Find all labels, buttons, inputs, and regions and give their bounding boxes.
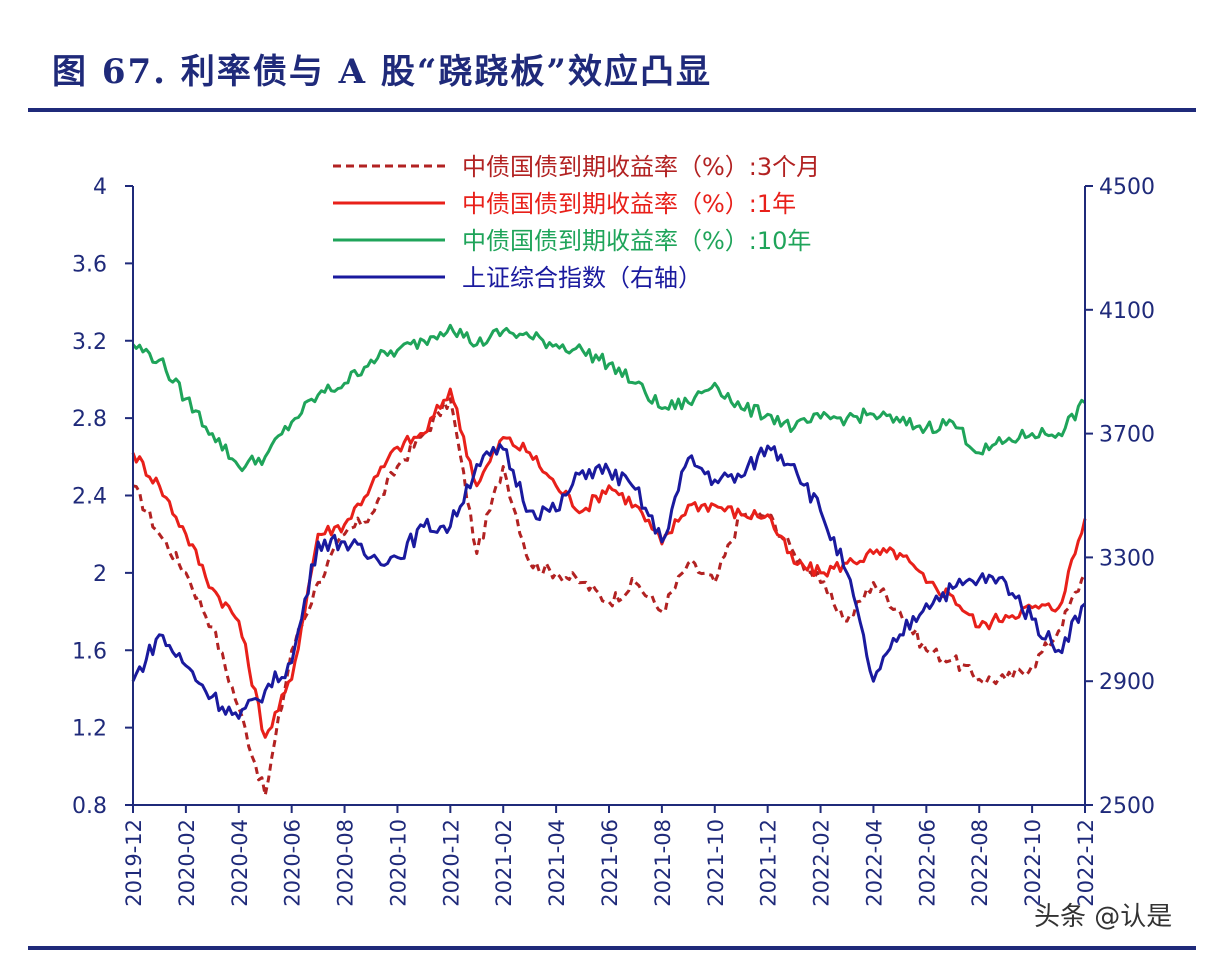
x-tick-label: 2020-10 bbox=[386, 819, 410, 907]
left-tick-label: 1.2 bbox=[72, 717, 107, 742]
x-tick-label: 2022-06 bbox=[915, 819, 939, 907]
right-tick-label: 3300 bbox=[1099, 546, 1155, 571]
right-tick-label: 4100 bbox=[1099, 299, 1155, 324]
right-tick-label: 2900 bbox=[1099, 670, 1155, 695]
legend: 中债国债到期收益率（%）:3个月中债国债到期收益率（%）:1年中债国债到期收益率… bbox=[333, 153, 820, 292]
x-tick-label: 2020-08 bbox=[334, 819, 358, 907]
left-tick-label: 4 bbox=[93, 175, 107, 200]
left-tick-label: 2.4 bbox=[72, 485, 107, 510]
legend-label-2: 中债国债到期收益率（%）:1年 bbox=[462, 190, 796, 218]
x-tick-label: 2020-06 bbox=[281, 819, 305, 907]
x-tick-label: 2021-08 bbox=[651, 819, 675, 907]
left-tick-label: 0.8 bbox=[72, 794, 107, 819]
figure-title: 图 67. 利率债与 A 股“跷跷板”效应凸显 bbox=[52, 52, 712, 92]
right-tick-label: 4500 bbox=[1099, 175, 1155, 200]
x-tick-label: 2022-02 bbox=[810, 819, 834, 907]
series-line-2 bbox=[131, 387, 1087, 739]
x-tick-label: 2020-02 bbox=[175, 819, 199, 907]
x-tick-label: 2022-08 bbox=[968, 819, 992, 907]
legend-label-3: 中债国债到期收益率（%）:10年 bbox=[462, 227, 811, 255]
x-tick-label: 2020-12 bbox=[439, 819, 463, 907]
x-tick-label: 2022-12 bbox=[1074, 819, 1098, 907]
x-tick-label: 2021-02 bbox=[492, 819, 516, 907]
left-tick-label: 2.8 bbox=[72, 407, 107, 432]
left-tick-label: 3.6 bbox=[72, 252, 107, 277]
x-tick-label: 2021-04 bbox=[545, 819, 569, 907]
legend-label-1: 中债国债到期收益率（%）:3个月 bbox=[462, 153, 820, 181]
series-lines bbox=[131, 323, 1087, 797]
x-tick-label: 2020-04 bbox=[228, 819, 252, 907]
series-line-3 bbox=[131, 323, 1086, 473]
right-tick-label: 2500 bbox=[1099, 794, 1155, 819]
series-line-1 bbox=[132, 397, 1087, 797]
right-tick-label: 3700 bbox=[1099, 423, 1155, 448]
title-rule bbox=[28, 108, 1196, 112]
left-tick-label: 1.6 bbox=[72, 639, 107, 664]
left-tick-label: 2 bbox=[93, 562, 107, 587]
left-tick-label: 3.2 bbox=[72, 330, 107, 355]
tick-labels: 0.8 1.2 1.6 2 2.4 2.8 3.2 3.6 4 2500 2900 3300 3700 4… bbox=[72, 175, 1155, 907]
x-tick-label: 2022-10 bbox=[1021, 819, 1045, 907]
x-tick-label: 2019-12 bbox=[122, 819, 146, 907]
series-line-4 bbox=[131, 443, 1086, 720]
x-tick-label: 2021-06 bbox=[598, 819, 622, 907]
x-tick-label: 2021-10 bbox=[704, 819, 728, 907]
x-tick-label: 2021-12 bbox=[757, 819, 781, 907]
watermark: 头条 @认是 bbox=[1034, 902, 1173, 932]
bottom-rule bbox=[28, 946, 1196, 950]
axes bbox=[125, 185, 1093, 813]
legend-label-4: 上证综合指数（右轴） bbox=[462, 264, 702, 292]
x-tick-label: 2022-04 bbox=[862, 819, 886, 907]
